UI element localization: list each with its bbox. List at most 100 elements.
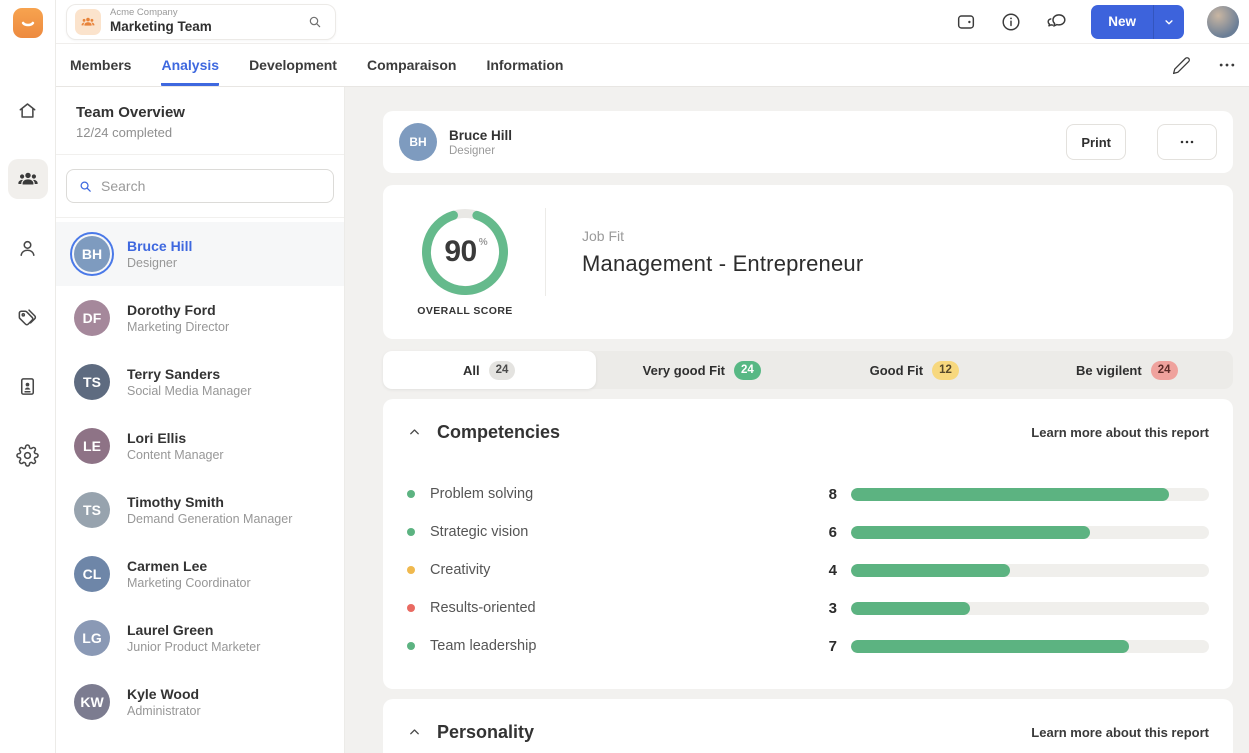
competencies-collapse-button[interactable] — [407, 425, 422, 440]
rail-item-id-card[interactable] — [8, 366, 48, 406]
rail-item-tags[interactable] — [8, 297, 48, 337]
member-name: Bruce Hill — [127, 238, 192, 254]
member-avatar: LE — [70, 424, 114, 468]
rail-item-team[interactable] — [8, 159, 48, 199]
new-dropdown-button[interactable] — [1153, 5, 1184, 39]
member-role: Demand Generation Manager — [127, 512, 292, 526]
competency-bar — [851, 640, 1209, 653]
member-avatar: BH — [70, 232, 114, 276]
avatar-initials: TS — [83, 374, 101, 390]
pencil-icon — [1172, 56, 1191, 75]
member-list-item[interactable]: CL Carmen Lee Marketing Coordinator — [56, 542, 344, 606]
member-role: Social Media Manager — [127, 384, 251, 398]
tab[interactable]: Development — [249, 44, 337, 86]
tab-more-button[interactable] — [1217, 55, 1237, 75]
print-button[interactable]: Print — [1066, 124, 1126, 160]
tab[interactable]: Members — [70, 44, 131, 86]
fit-filter-tab[interactable]: Very good Fit 24 — [596, 351, 809, 389]
competency-value: 4 — [811, 562, 837, 579]
competency-label: Results-oriented — [430, 600, 811, 616]
personality-collapse-button[interactable] — [407, 725, 422, 740]
member-list-item[interactable]: DF Dorothy Ford Marketing Director — [56, 286, 344, 350]
tab[interactable]: Information — [486, 44, 563, 86]
job-fit-value: Management - Entrepreneur — [582, 251, 863, 277]
member-name: Lori Ellis — [127, 430, 224, 446]
search-box — [66, 169, 334, 203]
rail-nav — [8, 90, 48, 475]
edit-button[interactable] — [1172, 56, 1191, 75]
report-person-avatar: BH — [399, 123, 437, 161]
rail-item-home[interactable] — [8, 90, 48, 130]
personality-learn-more-link[interactable]: Learn more about this report — [1031, 725, 1209, 740]
panel-progress: 12/24 completed — [76, 125, 324, 140]
info-button[interactable] — [1000, 11, 1022, 33]
divider — [545, 208, 546, 296]
competency-bar-fill — [851, 488, 1169, 501]
tab[interactable]: Analysis — [161, 44, 219, 86]
top-actions: New — [955, 5, 1239, 39]
report-more-button[interactable] — [1157, 124, 1217, 160]
member-list-item[interactable]: LE Lori Ellis Content Manager — [56, 414, 344, 478]
team-name: Marketing Team — [110, 19, 212, 35]
rail-item-settings[interactable] — [8, 435, 48, 475]
new-button[interactable]: New — [1091, 5, 1153, 39]
search-icon — [78, 179, 93, 194]
member-avatar: TS — [70, 360, 114, 404]
app-logo[interactable] — [13, 8, 43, 38]
person-icon — [16, 237, 39, 260]
avatar-initials: BH — [82, 246, 102, 262]
member-name: Timothy Smith — [127, 494, 292, 510]
personality-title: Personality — [437, 722, 534, 743]
report-person-role: Designer — [449, 145, 512, 157]
member-list-item[interactable]: KW Kyle Wood Administrator — [56, 670, 344, 734]
competencies-learn-more-link[interactable]: Learn more about this report — [1031, 425, 1209, 440]
member-list-item[interactable]: BH Bruce Hill Designer — [56, 222, 344, 286]
fit-filter-tab[interactable]: Be vigilent 24 — [1021, 351, 1234, 389]
avatar-initials: KW — [80, 694, 103, 710]
member-list-item[interactable]: TS Timothy Smith Demand Generation Manag… — [56, 478, 344, 542]
competency-bar-fill — [851, 640, 1129, 653]
tab[interactable]: Comparaison — [367, 44, 456, 86]
competency-bar-fill — [851, 564, 1010, 577]
report-person-name: Bruce Hill — [449, 128, 512, 143]
member-avatar: DF — [70, 296, 114, 340]
filter-label: Very good Fit — [643, 363, 725, 378]
search-input[interactable] — [101, 178, 322, 194]
competency-bar — [851, 488, 1209, 501]
member-role: Junior Product Marketer — [127, 640, 260, 654]
company-name: Acme Company — [110, 8, 212, 19]
chevron-up-icon — [407, 425, 422, 440]
filter-count-badge: 12 — [932, 361, 959, 380]
overall-score: 90% OVERALL SCORE — [415, 208, 515, 317]
team-selector[interactable]: Acme Company Marketing Team — [66, 4, 336, 40]
job-fit-label: Job Fit — [582, 228, 863, 244]
avatar-initials: TS — [83, 502, 101, 518]
competency-row: Results-oriented 3 — [407, 589, 1209, 627]
fit-filter-tab[interactable]: Good Fit 12 — [808, 351, 1021, 389]
chevron-up-icon — [407, 725, 422, 740]
ellipsis-icon — [1179, 134, 1195, 150]
team-selector-icon — [75, 9, 101, 35]
competency-row: Strategic vision 6 — [407, 513, 1209, 551]
fit-filter-tab[interactable]: All 24 — [383, 351, 596, 389]
member-list-item[interactable]: LG Laurel Green Junior Product Marketer — [56, 606, 344, 670]
competencies-section: Competencies Learn more about this repor… — [383, 399, 1233, 689]
home-icon — [16, 99, 39, 122]
chat-button[interactable] — [1045, 10, 1068, 33]
competency-dot — [407, 642, 415, 650]
member-role: Content Manager — [127, 448, 224, 462]
competency-label: Creativity — [430, 562, 811, 578]
tab-label: Information — [486, 57, 563, 73]
rail-item-person[interactable] — [8, 228, 48, 268]
tab-label: Comparaison — [367, 57, 456, 73]
member-list-item[interactable]: TS Terry Sanders Social Media Manager — [56, 350, 344, 414]
wallet-button[interactable] — [955, 11, 977, 33]
tab-tools — [1172, 44, 1237, 86]
filter-count-badge: 24 — [734, 361, 761, 380]
member-name: Dorothy Ford — [127, 302, 229, 318]
avatar-initials: CL — [83, 566, 102, 582]
tags-icon — [16, 306, 39, 329]
filter-count-badge: 24 — [489, 361, 516, 380]
user-avatar[interactable] — [1207, 6, 1239, 38]
avatar-initials: LG — [82, 630, 101, 646]
